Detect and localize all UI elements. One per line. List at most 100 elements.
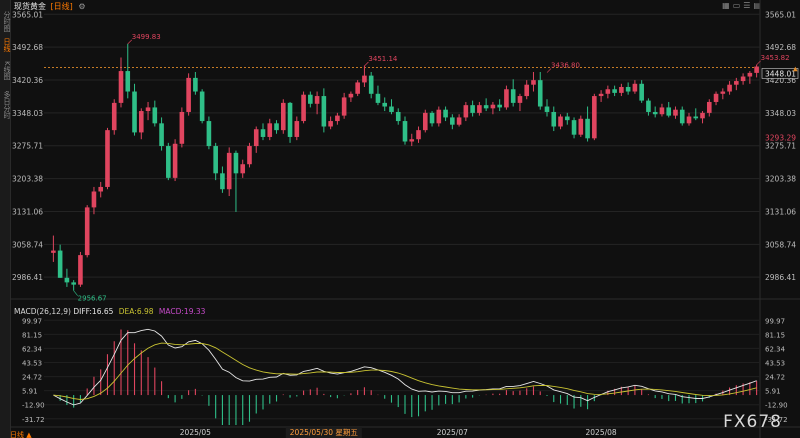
candle-body [700,112,705,119]
candle [78,251,83,287]
chart-title: 现货黄金 [日线] ⚙ [14,1,86,13]
candle [639,80,644,103]
candle-body [233,152,239,174]
candle [558,114,563,130]
candle [132,83,137,136]
candle-body [450,117,455,125]
candle-body [578,118,584,135]
y-tick-label-left: 3058.74 [12,240,43,249]
candle [632,80,638,94]
candle-body [348,93,354,98]
candle [71,280,76,291]
grid-icon[interactable]: ▦ [722,1,733,10]
period-label[interactable]: [日线] [50,2,73,11]
candle-body [416,130,421,140]
candle-body [504,89,509,108]
macd-value: MACD:19.33 [158,307,206,316]
y-tick-label-right: 3203.38 [765,175,796,184]
candle-body [64,277,70,283]
candle-body [328,121,333,127]
candle-body [91,191,97,208]
y-tick-label-left: 3203.38 [12,175,43,184]
candle [450,114,455,130]
candle [111,99,117,135]
candle [436,106,442,127]
candle [240,159,246,178]
candle [747,71,753,84]
candle-body [287,102,293,137]
candle [605,85,611,99]
candle [504,85,509,110]
candle [220,166,225,193]
macd-tick-label-right: 24.72 [765,374,785,382]
candle [598,90,604,102]
period-selector[interactable]: 日线 ▲ [10,431,32,438]
candle-body [199,91,205,122]
macd-tick-label-left: 24.72 [22,374,42,382]
candle-body [727,84,732,92]
candle [362,65,367,87]
candle [206,116,212,150]
macd-tick-label-left: 62.34 [22,345,43,353]
candle [287,101,293,143]
candle [51,235,56,262]
candle-body [625,86,631,92]
candle-body [267,123,273,137]
candle [395,108,401,125]
candle [172,139,178,182]
candle-body [605,89,611,94]
macd-tick-label-right: 43.53 [765,359,785,367]
candle [537,71,543,110]
candle-body [422,112,428,131]
candle-body [537,80,543,107]
macd-tick-label-right: -12.90 [765,402,788,410]
candle [463,101,469,122]
candle-body [706,101,712,113]
more-icon[interactable]: ▤ [753,1,764,10]
candle [443,106,448,122]
sidebar-tab-daily[interactable]: 日线 [3,38,11,52]
candle-body [220,173,225,190]
candle-body [226,152,232,190]
candle [422,109,428,133]
annotation-leader [364,61,369,67]
window-icon[interactable]: ▭ [732,1,744,10]
candle [754,64,759,78]
high-low-annotation: 3453.82 [761,54,790,62]
y-tick-label-left: 3420.36 [12,76,43,85]
candle [226,147,232,197]
candle-body [260,129,266,137]
candle [700,111,705,124]
y-tick-label-right: 3275.71 [765,142,796,151]
sidebar-tab-kline[interactable]: K线图 [3,60,11,80]
price-marker-icon: ▲ [793,65,798,72]
candle [456,114,462,127]
y-tick-label-left: 3492.68 [12,43,43,52]
candle-body [693,116,699,119]
candle-body [172,143,178,178]
x-date-label: 2025/07 [437,428,468,437]
instrument-name: 现货黄金 [14,2,46,11]
high-low-annotation: 3499.83 [132,33,161,41]
candle [720,88,726,100]
candle [578,115,584,137]
y-tick-label-right: 3420.36 [765,76,796,85]
sidebar-tab-timeshare[interactable]: 分时图 [3,10,11,32]
candle [125,43,131,99]
candle [382,97,388,112]
y-tick-label-right: 3131.06 [765,207,796,216]
candle-body [321,96,327,127]
candle [706,99,712,117]
high-low-annotation: 2956.67 [78,295,107,303]
candle-body [734,81,739,85]
candle-body [429,112,435,124]
macd-legend: MACD(26,12,9) DIFF:16.65 DEA:6.98 MACD:1… [14,307,205,317]
candle [267,118,273,141]
candle [510,79,516,107]
candle-body [105,130,110,187]
list-icon[interactable]: ☰ [743,1,754,10]
gear-icon[interactable]: ⚙ [78,2,86,11]
annotation-leader [73,290,78,296]
sidebar-tab-multiday[interactable]: 多日分时 [3,91,11,119]
